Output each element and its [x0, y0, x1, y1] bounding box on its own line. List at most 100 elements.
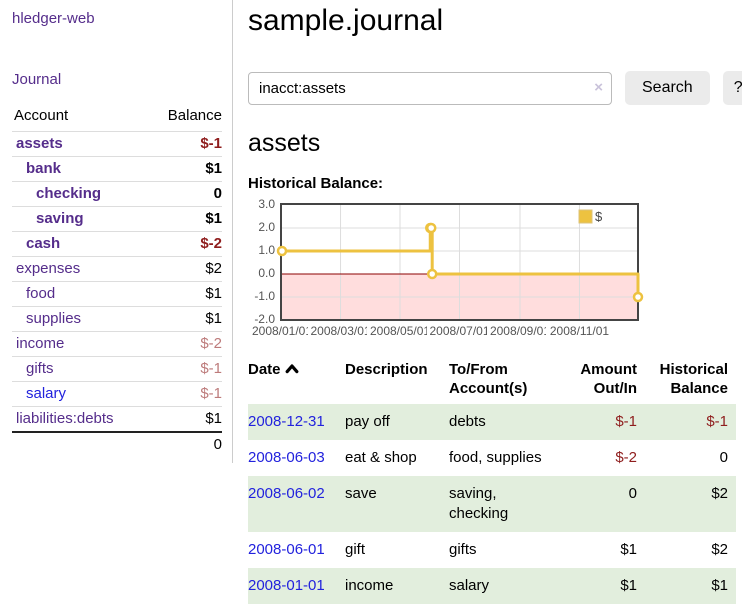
- account-balance: $1: [147, 156, 222, 182]
- register-table: Date Description To/From Account(s) Amou…: [248, 360, 736, 604]
- data-point-marker: [426, 268, 438, 280]
- accounts-table: Account Balance assets $-1 bank $1 checking 0…: [12, 105, 222, 457]
- legend-label: $: [595, 209, 603, 224]
- account-link-gifts[interactable]: gifts: [26, 360, 54, 377]
- account-balance: $1: [147, 406, 222, 432]
- sidebar-item-journal[interactable]: Journal: [12, 71, 62, 88]
- x-axis-tick: 2008/03/01: [307, 324, 374, 338]
- search-box: ×: [248, 71, 612, 105]
- chart-border: [280, 203, 639, 321]
- transaction-date-link[interactable]: 2008-06-02: [248, 485, 325, 502]
- accounts-total-row: 0: [12, 431, 222, 457]
- account-balance: $-1: [147, 131, 222, 157]
- transaction-balance: $2: [711, 485, 728, 502]
- register-header-balance: Historical Balance: [659, 361, 728, 397]
- transaction-date-link[interactable]: 2008-06-01: [248, 541, 325, 558]
- historical-balance-chart: $ 3.0 2.0 1.0 0.0 -1.0 -2.0 2008/01/01 2008/03/…: [248, 197, 742, 339]
- account-row: salary $-1: [12, 381, 222, 407]
- transaction-row: 2008-01-01 income salary $1 $1: [248, 568, 736, 604]
- transaction-accounts: food, supplies: [449, 449, 542, 466]
- transaction-amount: $1: [620, 541, 637, 558]
- account-row: liabilities:debts $1: [12, 406, 222, 432]
- search-bar: × Search ?: [248, 71, 742, 105]
- transaction-description: income: [345, 577, 394, 594]
- search-input[interactable]: [248, 71, 612, 105]
- transaction-description: gift: [345, 541, 366, 558]
- account-link-salary[interactable]: salary: [26, 385, 67, 402]
- register-header-date-label: Date: [248, 361, 281, 378]
- transaction-accounts: salary: [449, 577, 490, 594]
- transaction-date-link[interactable]: 2008-12-31: [248, 413, 325, 430]
- transaction-balance: 0: [719, 449, 728, 466]
- register-header-date: Date: [248, 360, 345, 404]
- app-title-link[interactable]: hledger-web: [12, 10, 95, 27]
- account-row: cash $-2: [12, 231, 222, 257]
- account-link-checking[interactable]: checking: [36, 185, 102, 202]
- account-link-liabilities-debts[interactable]: liabilities:debts: [16, 410, 114, 427]
- transaction-date-link[interactable]: 2008-06-03: [248, 449, 325, 466]
- y-axis-tick: 3.0: [258, 197, 275, 211]
- transaction-description: pay off: [345, 413, 390, 430]
- transaction-row: 2008-06-01 gift gifts $1 $2: [248, 532, 736, 568]
- help-button[interactable]: ?: [722, 71, 742, 105]
- account-link-cash[interactable]: cash: [26, 235, 61, 252]
- account-link-assets[interactable]: assets: [16, 135, 63, 152]
- transaction-amount: $-1: [615, 413, 637, 430]
- transaction-row: 2008-06-03 eat & shop food, supplies $-2 0: [248, 440, 736, 476]
- chevron-up-icon: [285, 364, 298, 374]
- y-axis-tick: 0.0: [258, 266, 275, 280]
- account-balance: $1: [147, 281, 222, 307]
- account-row: assets $-1: [12, 131, 222, 157]
- account-balance: $1: [147, 306, 222, 332]
- chart-title: Historical Balance:: [248, 175, 384, 192]
- register-header-amount: Amount Out/In: [580, 361, 637, 397]
- account-balance: 0: [147, 181, 222, 207]
- transaction-row: 2008-12-31 pay off debts $-1 $-1: [248, 404, 736, 440]
- account-row: checking 0: [12, 181, 222, 207]
- account-balance: $-1: [147, 356, 222, 382]
- register-header-accounts: To/From Account(s): [449, 361, 528, 397]
- account-balance: $1: [147, 206, 222, 232]
- transaction-accounts: debts: [449, 413, 486, 430]
- transaction-amount: $-2: [615, 449, 637, 466]
- accounts-header-account: Account: [14, 107, 69, 124]
- sidebar-nav: Journal: [12, 71, 222, 88]
- y-axis-tick: -1.0: [254, 289, 275, 303]
- chart-plot-area: $: [276, 203, 644, 321]
- page-title: sample.journal: [248, 4, 444, 37]
- transaction-date-link[interactable]: 2008-01-01: [248, 577, 325, 594]
- transaction-balance: $-1: [706, 413, 728, 430]
- y-axis-tick: 1.0: [258, 243, 275, 257]
- account-row: bank $1: [12, 156, 222, 182]
- register-header-row: Date Description To/From Account(s) Amou…: [248, 360, 736, 404]
- account-row: saving $1: [12, 206, 222, 232]
- accounts-header-row: Account Balance: [12, 105, 222, 132]
- y-axis-tick: 2.0: [258, 220, 275, 234]
- account-link-expenses[interactable]: expenses: [16, 260, 81, 277]
- account-heading: assets: [248, 129, 321, 157]
- account-balance: $-2: [147, 331, 222, 357]
- account-balance: $-2: [147, 231, 222, 257]
- account-balance: $-1: [147, 381, 222, 407]
- x-axis-tick: 2008/05/01: [367, 324, 434, 338]
- account-link-bank[interactable]: bank: [26, 160, 62, 177]
- data-point-marker: [425, 222, 437, 234]
- transaction-accounts: saving, checking: [449, 485, 509, 522]
- sidebar: hledger-web Journal Account Balance asse…: [0, 0, 233, 463]
- transaction-amount: 0: [628, 485, 637, 502]
- transaction-description: save: [345, 485, 377, 502]
- register-header-description: Description: [345, 361, 428, 378]
- search-button[interactable]: Search: [625, 71, 710, 105]
- clear-search-icon[interactable]: ×: [594, 78, 603, 96]
- account-link-supplies[interactable]: supplies: [26, 310, 82, 327]
- x-axis-tick: 2008/11/01: [546, 324, 613, 338]
- account-link-income[interactable]: income: [16, 335, 65, 352]
- account-row: expenses $2: [12, 256, 222, 282]
- x-axis-tick: 2008/07/01: [426, 324, 493, 338]
- account-link-saving[interactable]: saving: [36, 210, 84, 227]
- x-axis-tick: 2008/09/01: [486, 324, 553, 338]
- account-row: gifts $-1: [12, 356, 222, 382]
- data-point-marker: [632, 291, 644, 303]
- account-link-food[interactable]: food: [26, 285, 56, 302]
